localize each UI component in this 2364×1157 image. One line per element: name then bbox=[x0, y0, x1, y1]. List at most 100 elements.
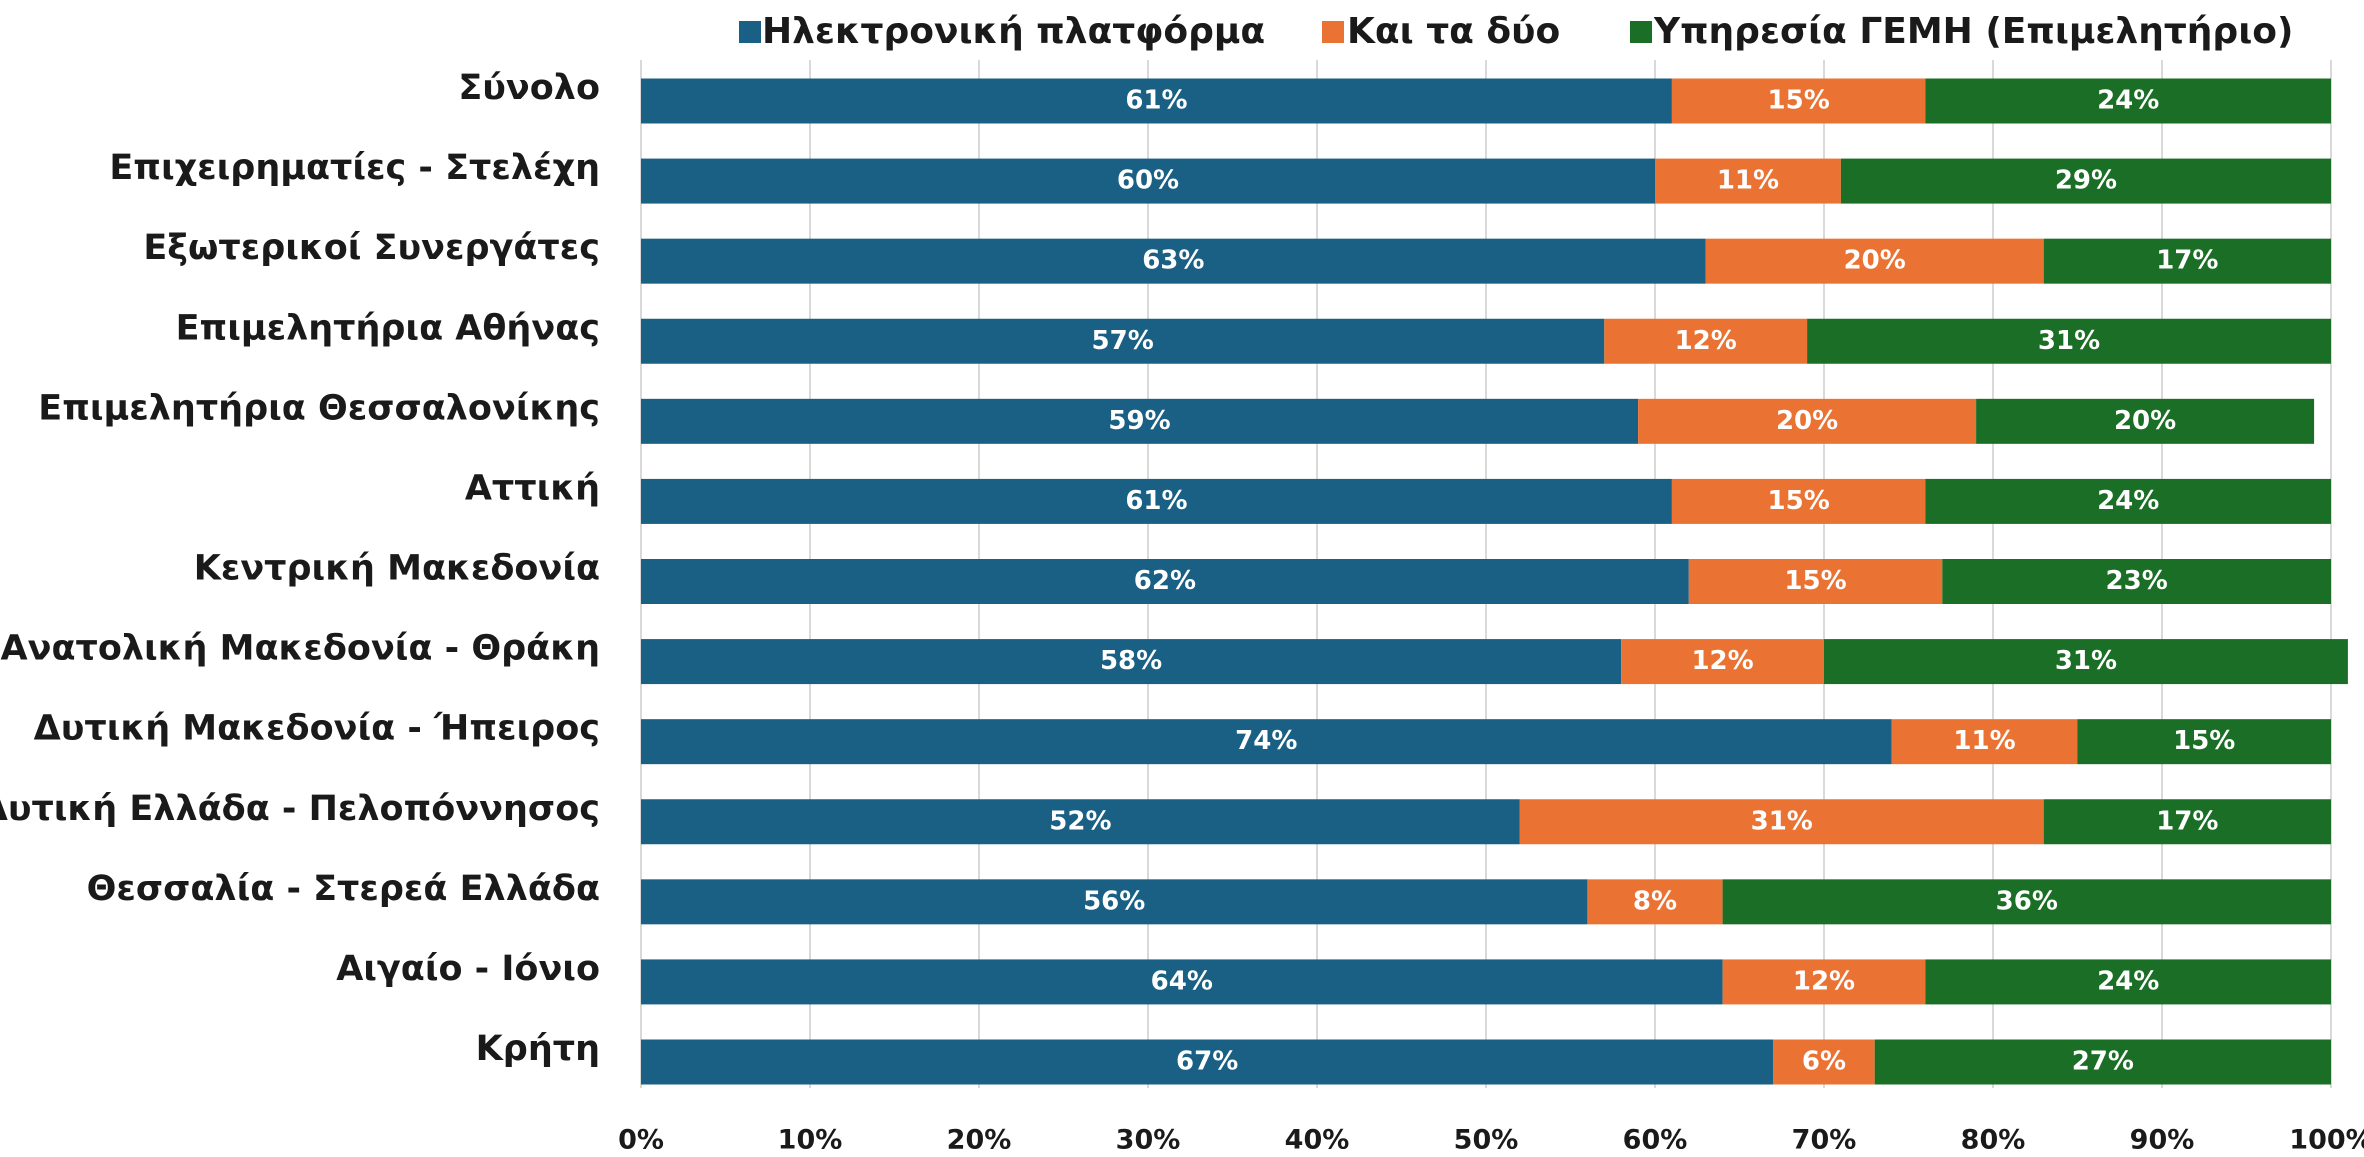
bar-segment bbox=[1891, 719, 2078, 765]
bar-segment bbox=[1925, 959, 2331, 1005]
y-tick-label: Επιμελητήρια Αθήνας bbox=[176, 308, 600, 348]
legend-swatch bbox=[1630, 21, 1652, 43]
y-tick-label: Ανατολική Μακεδονία - Θράκη bbox=[1, 629, 600, 669]
value-label: 6% bbox=[1802, 1047, 1846, 1077]
bar-segment bbox=[1925, 478, 2331, 524]
y-tick-label: Δυτική Ελλάδα - Πελοπόννησος bbox=[0, 789, 600, 829]
value-label: 12% bbox=[1793, 966, 1855, 996]
bar-segment bbox=[1638, 398, 1977, 444]
value-label: 20% bbox=[1844, 246, 1906, 276]
y-tick-label: Θεσσαλία - Στερεά Ελλάδα bbox=[87, 869, 600, 909]
y-tick-label: Δυτική Μακεδονία - Ήπειρος bbox=[34, 709, 600, 749]
value-label: 56% bbox=[1083, 886, 1145, 916]
bar-segment bbox=[641, 1039, 1774, 1085]
bar-segment bbox=[1671, 478, 1926, 524]
bar-segment bbox=[2077, 719, 2331, 765]
value-label: 12% bbox=[1675, 326, 1737, 356]
bar-segment bbox=[641, 398, 1639, 444]
y-tick-label: Εξωτερικοί Συνεργάτες bbox=[143, 228, 600, 268]
value-label: 23% bbox=[2106, 566, 2168, 596]
bar-segment bbox=[1604, 318, 1808, 364]
x-tick-label: 90% bbox=[2130, 1125, 2195, 1156]
y-tick-label: Επιμελητήρια Θεσσαλονίκης bbox=[38, 388, 600, 428]
value-label: 31% bbox=[1751, 806, 1813, 836]
x-tick-label: 100% bbox=[2289, 1125, 2364, 1156]
value-label: 20% bbox=[1776, 406, 1838, 436]
value-label: 8% bbox=[1633, 886, 1677, 916]
value-label: 63% bbox=[1142, 246, 1204, 276]
value-label: 31% bbox=[2038, 326, 2100, 356]
value-label: 11% bbox=[1953, 726, 2015, 756]
bar-segment bbox=[1705, 238, 2044, 284]
bar-segment bbox=[641, 318, 1605, 364]
value-label: 24% bbox=[2097, 86, 2159, 116]
value-label: 67% bbox=[1176, 1047, 1238, 1077]
y-tick-label: Σύνολο bbox=[458, 68, 600, 108]
value-label: 61% bbox=[1125, 86, 1187, 116]
x-tick-label: 60% bbox=[1623, 1125, 1688, 1156]
value-label: 24% bbox=[2097, 486, 2159, 516]
value-label: 15% bbox=[1768, 486, 1830, 516]
value-label: 61% bbox=[1125, 486, 1187, 516]
value-label: 74% bbox=[1235, 726, 1297, 756]
value-label: 31% bbox=[2055, 646, 2117, 676]
x-tick-label: 30% bbox=[1116, 1125, 1181, 1156]
y-tick-label: Αιγαίο - Ιόνιο bbox=[336, 949, 600, 989]
bar-segment bbox=[1519, 799, 2044, 845]
value-label: 17% bbox=[2156, 246, 2218, 276]
bar-segment bbox=[641, 478, 1672, 524]
value-label: 36% bbox=[1996, 886, 2058, 916]
value-label: 15% bbox=[1768, 86, 1830, 116]
value-label: 15% bbox=[2173, 726, 2235, 756]
bar-segment bbox=[1621, 639, 1824, 685]
bar-segment bbox=[1688, 559, 1943, 604]
legend-swatch bbox=[1322, 21, 1344, 43]
bar-segment bbox=[1874, 1039, 2331, 1085]
bar-segment bbox=[641, 639, 1622, 685]
bar-segment bbox=[1773, 1039, 1875, 1085]
bar-segment bbox=[1722, 959, 1926, 1005]
bar-segment bbox=[641, 238, 1706, 284]
x-tick-label: 50% bbox=[1454, 1125, 1519, 1156]
bar-segment bbox=[1824, 639, 2348, 685]
bar-segment bbox=[1976, 398, 2315, 444]
y-tick-label: Κεντρική Μακεδονία bbox=[194, 549, 600, 589]
bar-segment bbox=[1942, 559, 2331, 604]
legend-label: Ηλεκτρονική πλατφόρμα bbox=[762, 11, 1265, 52]
bar-segment bbox=[1840, 158, 2331, 204]
legend-label: Υπηρεσία ΓΕΜΗ (Επιμελητήριο) bbox=[1653, 11, 2293, 52]
x-tick-label: 0% bbox=[618, 1125, 664, 1156]
bar-segment bbox=[2043, 799, 2331, 845]
bar-segment bbox=[641, 158, 1655, 204]
value-label: 12% bbox=[1691, 646, 1753, 676]
x-tick-label: 80% bbox=[1961, 1125, 2026, 1156]
x-tick-label: 70% bbox=[1792, 1125, 1857, 1156]
value-label: 27% bbox=[2072, 1047, 2134, 1077]
value-label: 62% bbox=[1134, 566, 1196, 596]
value-label: 20% bbox=[2114, 406, 2176, 436]
x-tick-label: 40% bbox=[1285, 1125, 1350, 1156]
bar-segment bbox=[1587, 879, 1723, 925]
value-label: 60% bbox=[1117, 166, 1179, 196]
value-label: 11% bbox=[1717, 166, 1779, 196]
value-label: 57% bbox=[1092, 326, 1154, 356]
y-tick-label: Αττική bbox=[465, 468, 600, 508]
bar-segment bbox=[1807, 318, 2331, 364]
bar-segment bbox=[641, 879, 1588, 925]
bar-segment bbox=[1722, 879, 2331, 925]
bar-segment bbox=[641, 799, 1520, 845]
bar-segment bbox=[641, 78, 1672, 124]
bar-segment bbox=[1925, 78, 2331, 124]
value-label: 15% bbox=[1784, 566, 1846, 596]
value-label: 52% bbox=[1049, 806, 1111, 836]
legend-swatch bbox=[739, 21, 761, 43]
value-label: 24% bbox=[2097, 966, 2159, 996]
x-tick-label: 10% bbox=[778, 1125, 843, 1156]
legend-label: Και τα δύο bbox=[1347, 11, 1560, 52]
bar-segment bbox=[1655, 158, 1841, 204]
bar-segment bbox=[641, 959, 1723, 1005]
bar-segment bbox=[2043, 238, 2331, 284]
bar-segment bbox=[1671, 78, 1926, 124]
value-label: 58% bbox=[1100, 646, 1162, 676]
